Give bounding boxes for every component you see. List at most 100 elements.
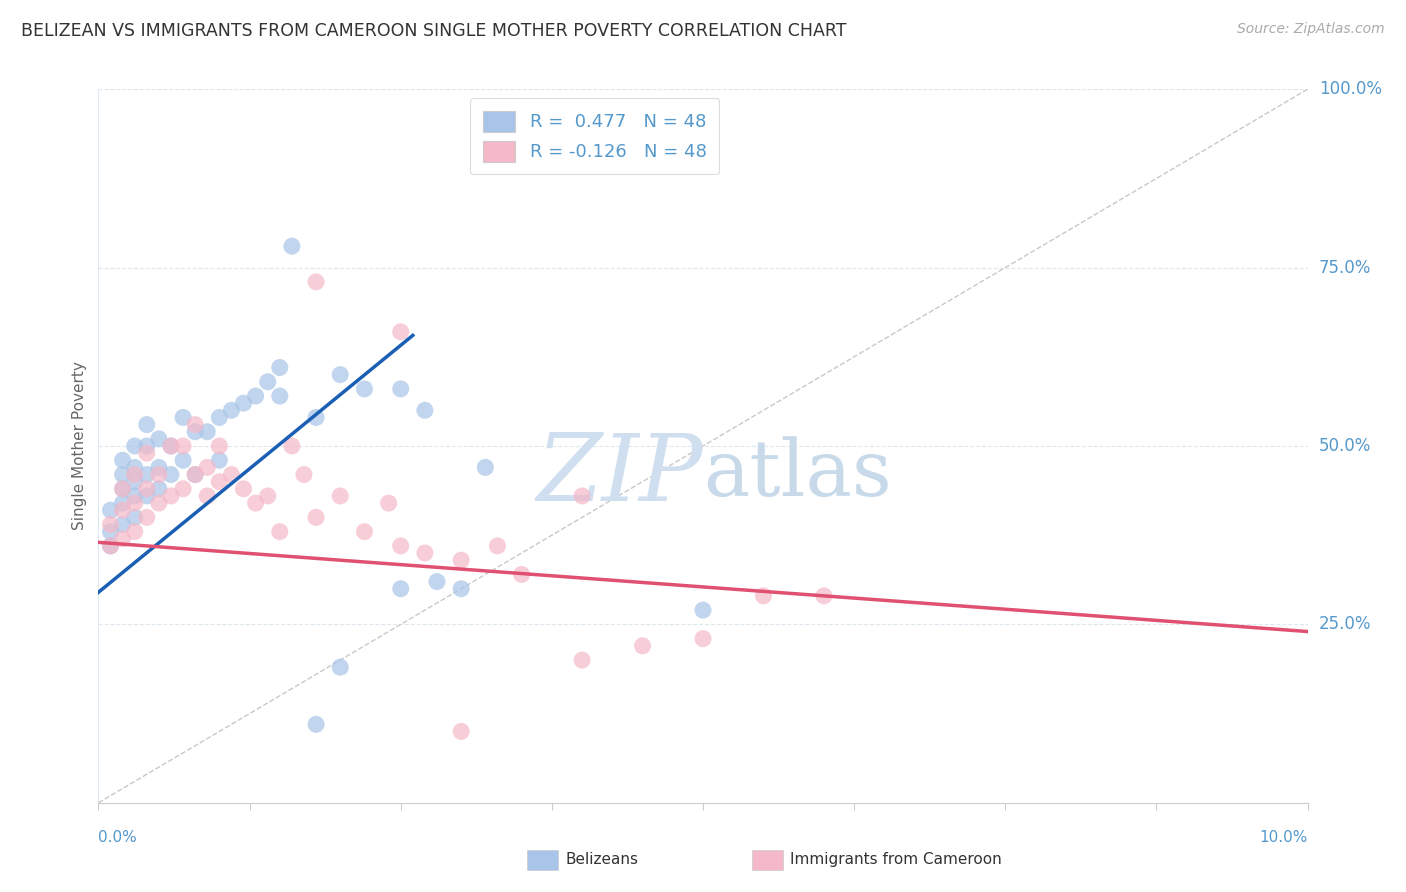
Point [281, 239, 304, 253]
Point [111, 453, 134, 467]
Point [413, 546, 436, 560]
Point [631, 639, 654, 653]
Point [100, 539, 122, 553]
Point [100, 539, 122, 553]
Point [100, 524, 122, 539]
Text: BELIZEAN VS IMMIGRANTS FROM CAMEROON SINGLE MOTHER POVERTY CORRELATION CHART: BELIZEAN VS IMMIGRANTS FROM CAMEROON SIN… [21, 22, 846, 40]
Point [124, 489, 146, 503]
Point [292, 467, 315, 482]
Point [269, 389, 291, 403]
Text: Source: ZipAtlas.com: Source: ZipAtlas.com [1237, 22, 1385, 37]
Text: ZIP: ZIP [536, 430, 703, 519]
Text: 50.0%: 50.0% [1319, 437, 1371, 455]
Point [813, 589, 835, 603]
Point [245, 389, 267, 403]
Point [184, 417, 207, 432]
Point [111, 496, 134, 510]
Point [172, 453, 194, 467]
Point [389, 539, 412, 553]
Point [353, 382, 375, 396]
Point [148, 482, 170, 496]
Point [184, 467, 207, 482]
Point [256, 375, 278, 389]
Point [148, 467, 170, 482]
Point [135, 482, 157, 496]
Point [184, 467, 207, 482]
Point [195, 460, 218, 475]
Point [124, 496, 146, 510]
Point [160, 439, 183, 453]
Point [232, 396, 254, 410]
Point [148, 460, 170, 475]
Point [111, 482, 134, 496]
Point [426, 574, 449, 589]
Point [124, 439, 146, 453]
Point [195, 425, 218, 439]
Point [305, 410, 328, 425]
Point [571, 653, 593, 667]
Point [221, 403, 243, 417]
Point [389, 382, 412, 396]
Point [111, 467, 134, 482]
Point [305, 717, 328, 731]
Text: atlas: atlas [703, 437, 891, 512]
Point [232, 482, 254, 496]
Point [172, 482, 194, 496]
Point [571, 489, 593, 503]
Point [281, 439, 304, 453]
Point [135, 417, 157, 432]
Point [389, 582, 412, 596]
Point [172, 439, 194, 453]
Point [474, 460, 496, 475]
Legend: R =  0.477   N = 48, R = -0.126   N = 48: R = 0.477 N = 48, R = -0.126 N = 48 [470, 98, 720, 174]
Point [135, 510, 157, 524]
Point [208, 475, 231, 489]
Point [329, 489, 352, 503]
Text: 75.0%: 75.0% [1319, 259, 1371, 277]
Point [111, 482, 134, 496]
Point [135, 439, 157, 453]
Point [510, 567, 533, 582]
Point [111, 532, 134, 546]
Point [305, 510, 328, 524]
Point [160, 439, 183, 453]
Point [160, 467, 183, 482]
Point [450, 553, 472, 567]
Point [269, 360, 291, 375]
Point [195, 489, 218, 503]
Point [148, 432, 170, 446]
Point [329, 368, 352, 382]
Point [208, 453, 231, 467]
Point [111, 517, 134, 532]
Point [692, 603, 714, 617]
Point [160, 489, 183, 503]
Point [413, 403, 436, 417]
Point [124, 510, 146, 524]
Point [389, 325, 412, 339]
Point [450, 724, 472, 739]
Text: 25.0%: 25.0% [1319, 615, 1371, 633]
Point [245, 496, 267, 510]
Point [111, 503, 134, 517]
Point [450, 582, 472, 596]
Point [208, 410, 231, 425]
Point [135, 467, 157, 482]
Text: 10.0%: 10.0% [1260, 830, 1308, 845]
Point [305, 275, 328, 289]
Point [752, 589, 775, 603]
Point [486, 539, 509, 553]
Point [329, 660, 352, 674]
Point [377, 496, 399, 510]
Point [124, 475, 146, 489]
Point [692, 632, 714, 646]
Y-axis label: Single Mother Poverty: Single Mother Poverty [72, 361, 87, 531]
Point [124, 460, 146, 475]
Point [148, 496, 170, 510]
Text: 100.0%: 100.0% [1319, 80, 1382, 98]
Point [100, 517, 122, 532]
Point [256, 489, 278, 503]
Point [172, 410, 194, 425]
Point [135, 446, 157, 460]
Text: 0.0%: 0.0% [98, 830, 138, 845]
Point [269, 524, 291, 539]
